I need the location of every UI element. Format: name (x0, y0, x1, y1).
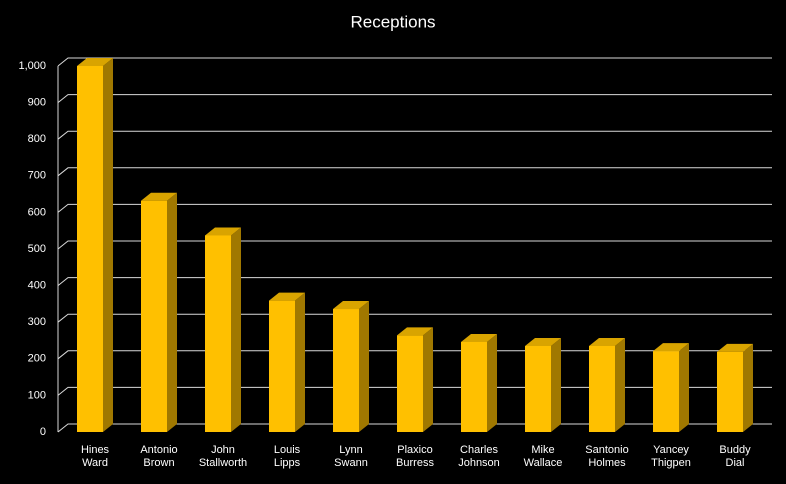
bar-side (615, 337, 625, 432)
y-tick-label: 100 (28, 389, 46, 401)
bar (397, 335, 423, 432)
bar-side (679, 343, 689, 432)
bar (461, 341, 487, 432)
bar (653, 351, 679, 432)
bar-top (269, 292, 305, 301)
x-tick-label: Santonio Holmes (585, 444, 629, 469)
x-tick-label: Louis Lipps (273, 444, 301, 469)
bar (77, 66, 103, 432)
bar-side (359, 301, 369, 432)
bar-side (167, 192, 177, 432)
bar-top (205, 227, 241, 236)
x-tick-label: Antonio Brown (140, 444, 178, 469)
y-tick-label: 500 (28, 243, 46, 255)
grid-line (57, 240, 772, 250)
y-tick-label: 800 (28, 133, 46, 145)
bar (141, 200, 167, 432)
bar-top (333, 301, 369, 310)
x-tick-label: Plaxico Burress (396, 444, 434, 469)
y-tick-label: 900 (28, 97, 46, 109)
bar (589, 345, 615, 432)
bar-top (717, 343, 753, 352)
bar-side (103, 58, 113, 432)
bar-top (653, 343, 689, 352)
grid-line (57, 277, 772, 286)
grid-line (57, 313, 772, 323)
chart-title: Receptions (350, 12, 435, 31)
x-tick-label: John Stallworth (198, 444, 248, 469)
bar-top (525, 337, 561, 346)
x-tick-label: Hines Ward (80, 444, 110, 469)
bar (333, 309, 359, 432)
bar-side (551, 337, 561, 432)
grid-line (57, 94, 772, 103)
bar (205, 235, 231, 432)
bar-side (295, 292, 305, 432)
x-tick-label: Lynn Swann (334, 444, 368, 469)
x-tick-label: Charles Johnson (458, 444, 500, 469)
bar (269, 300, 295, 432)
bar-top (589, 337, 625, 346)
x-tick-label: Mike Wallace (523, 444, 563, 469)
y-tick-label: 0 (40, 426, 46, 438)
bar-top (77, 58, 113, 66)
grid-line (57, 57, 772, 67)
bar (717, 351, 743, 432)
bar (525, 345, 551, 432)
y-tick-label: 300 (28, 316, 46, 328)
y-tick-label: 700 (28, 170, 46, 182)
bar-side (743, 343, 753, 432)
grid-line (57, 203, 772, 213)
x-tick-label: Buddy Dial (719, 444, 751, 469)
y-tick-label: 200 (28, 353, 46, 365)
grid-line (57, 167, 772, 177)
bar-side (423, 327, 433, 432)
y-tick-label: 400 (28, 280, 46, 292)
bar-top (141, 192, 177, 201)
bar-top (397, 327, 433, 336)
bar-side (487, 333, 497, 432)
x-tick-label: Yancey Thigpen (651, 444, 691, 469)
bar-side (231, 227, 241, 432)
y-tick-label: 600 (28, 206, 46, 218)
y-tick-label: 1,000 (18, 60, 46, 72)
grid-line (57, 130, 772, 140)
bar-top (461, 333, 497, 342)
